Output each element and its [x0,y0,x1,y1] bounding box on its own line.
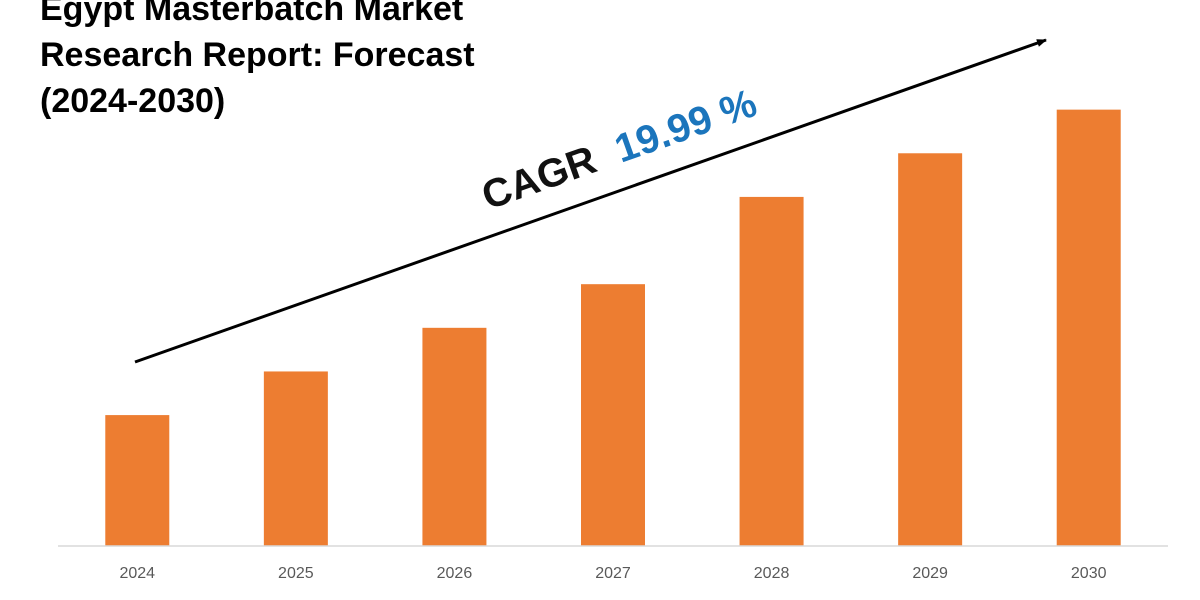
bar-2027 [581,284,645,546]
x-tick-label: 2027 [595,565,631,582]
x-tick-label: 2029 [912,565,948,582]
bar-2025 [263,371,328,546]
cagr-prefix: CAGR [476,138,602,219]
x-tick-label: 2026 [437,565,473,582]
x-tick-labels: 2024 2025 2026 2027 2028 2029 2030 [119,565,1106,582]
cagr-annotation: CAGR 19.99 % [476,81,762,218]
trend-arrow [134,38,1047,364]
x-tick-label: 2028 [754,565,790,582]
x-tick-label: 2025 [278,565,314,582]
bar-2030 [1056,109,1121,547]
chart-title: Egypt Masterbatch Market Research Report… [40,0,475,124]
cagr-value: 19.99 % [609,81,762,171]
chart-title-line-3: (2024-2030) [40,82,226,120]
bar-2024 [105,415,170,546]
bar-2029 [898,153,963,547]
bar-2028 [739,196,804,546]
x-tick-label: 2030 [1071,565,1107,582]
chart-title-line-1: Egypt Masterbatch Market [40,0,464,28]
chart-title-line-2: Research Report: Forecast [40,36,475,74]
x-tick-label: 2024 [119,565,155,582]
bars-group [105,109,1121,547]
bar-2026 [422,327,487,546]
